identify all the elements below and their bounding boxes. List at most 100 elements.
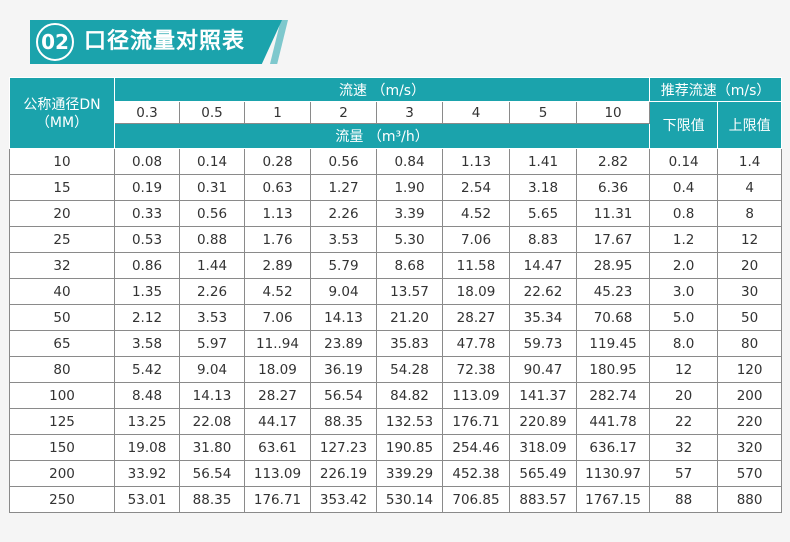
recommend-cell: 8.0 xyxy=(649,330,719,357)
flow-cell: 353.42 xyxy=(310,486,377,513)
flow-cell: 90.47 xyxy=(509,356,577,383)
flow-cell: 36.19 xyxy=(310,356,377,383)
flow-cell: 530.14 xyxy=(376,486,443,513)
recommend-cell: 22 xyxy=(649,408,719,435)
flow-cell: 28.27 xyxy=(244,382,311,409)
recommend-cell: 0.4 xyxy=(649,174,719,201)
recommend-cell: 0.8 xyxy=(649,200,719,227)
flow-cell: 0.84 xyxy=(376,148,443,175)
table-row: 15 0.19 0.31 0.63 1.27 1.90 2.54 3.18 6.36 0.4 4 xyxy=(9,174,783,201)
flow-cell: 3.53 xyxy=(310,226,377,253)
flow-cell: 441.78 xyxy=(575,408,651,435)
recommend-cell: 3.0 xyxy=(649,278,719,305)
lower-limit-header: 下限值 xyxy=(649,101,719,149)
flow-cell: 14.13 xyxy=(310,304,377,331)
flow-cell: 226.19 xyxy=(310,460,377,487)
flow-cell: 45.23 xyxy=(575,278,651,305)
speed-value: 4 xyxy=(442,101,510,124)
flow-cell: 883.57 xyxy=(509,486,577,513)
flow-cell: 35.83 xyxy=(376,330,443,357)
recommend-cell: 200 xyxy=(717,382,783,409)
dn-cell: 250 xyxy=(9,486,115,513)
recommend-cell: 2.0 xyxy=(649,252,719,279)
flow-cell: 220.89 xyxy=(509,408,577,435)
recommend-cell: 1.4 xyxy=(717,148,783,175)
dn-header-line2: （MM） xyxy=(35,115,89,131)
flow-cell: 2.89 xyxy=(244,252,311,279)
flow-cell: 18.09 xyxy=(442,278,510,305)
dn-cell: 10 xyxy=(9,148,115,175)
speed-value: 0.3 xyxy=(114,101,180,124)
flow-cell: 2.82 xyxy=(575,148,651,175)
flow-cell: 113.09 xyxy=(244,460,311,487)
flow-cell: 9.04 xyxy=(310,278,377,305)
flow-cell: 13.57 xyxy=(376,278,443,305)
flow-cell: 28.27 xyxy=(442,304,510,331)
dn-cell: 25 xyxy=(9,226,115,253)
flow-cell: 0.63 xyxy=(244,174,311,201)
dn-cell: 20 xyxy=(9,200,115,227)
flow-cell: 72.38 xyxy=(442,356,510,383)
flow-cell: 8.68 xyxy=(376,252,443,279)
table-row: 80 5.42 9.04 18.09 36.19 54.28 72.38 90.47 180.9… xyxy=(9,356,783,383)
flow-cell: 0.56 xyxy=(179,200,245,227)
flow-cell: 0.08 xyxy=(114,148,180,175)
recommend-cell: 20 xyxy=(649,382,719,409)
speed-value: 5 xyxy=(509,101,577,124)
recommend-cell: 220 xyxy=(717,408,783,435)
table-row: 125 13.25 22.08 44.17 88.35 132.53 176.71 220.8… xyxy=(9,408,783,435)
flow-cell: 56.54 xyxy=(310,382,377,409)
flow-cell: 5.30 xyxy=(376,226,443,253)
flow-cell: 0.88 xyxy=(179,226,245,253)
table-row: 250 53.01 88.35 176.71 353.42 530.14 706.85 883… xyxy=(9,486,783,513)
flow-cell: 21.20 xyxy=(376,304,443,331)
table-row: 10 0.08 0.14 0.28 0.56 0.84 1.13 1.41 2.82 0.14 1.… xyxy=(9,148,783,175)
flow-cell: 56.54 xyxy=(179,460,245,487)
flow-cell: 0.86 xyxy=(114,252,180,279)
flow-cell: 1.44 xyxy=(179,252,245,279)
table-row: 25 0.53 0.88 1.76 3.53 5.30 7.06 8.83 17.67 1.2 12 xyxy=(9,226,783,253)
section-banner: 02 口径流量对照表 xyxy=(30,20,295,64)
dn-cell: 32 xyxy=(9,252,115,279)
flow-cell: 176.71 xyxy=(244,486,311,513)
speed-value: 0.5 xyxy=(179,101,245,124)
flow-cell: 13.25 xyxy=(114,408,180,435)
dn-cell: 200 xyxy=(9,460,115,487)
flow-cell: 1.35 xyxy=(114,278,180,305)
flow-cell: 8.83 xyxy=(509,226,577,253)
speed-header: 流速 （m/s） xyxy=(113,77,651,102)
flow-cell: 0.31 xyxy=(179,174,245,201)
flow-cell: 0.19 xyxy=(114,174,180,201)
flow-cell: 452.38 xyxy=(442,460,510,487)
flow-cell: 0.53 xyxy=(114,226,180,253)
flow-cell: 2.26 xyxy=(310,200,377,227)
flow-cell: 1.13 xyxy=(442,148,510,175)
flow-cell: 318.09 xyxy=(509,434,577,461)
flow-cell: 6.36 xyxy=(575,174,651,201)
flow-cell: 19.08 xyxy=(114,434,180,461)
flow-cell: 7.06 xyxy=(442,226,510,253)
flow-cell: 28.95 xyxy=(575,252,651,279)
flow-cell: 0.28 xyxy=(244,148,311,175)
flow-cell: 254.46 xyxy=(442,434,510,461)
flow-cell: 113.09 xyxy=(442,382,510,409)
flow-cell: 59.73 xyxy=(509,330,577,357)
table-row: 100 8.48 14.13 28.27 56.54 84.82 113.09 141.37 2… xyxy=(9,382,783,409)
flow-cell: 4.52 xyxy=(442,200,510,227)
table-row: 50 2.12 3.53 7.06 14.13 21.20 28.27 35.34 70.68 5… xyxy=(9,304,783,331)
flow-header: 流量 （m³/h） xyxy=(113,123,651,149)
flow-cell: 0.56 xyxy=(310,148,377,175)
flow-cell: 5.42 xyxy=(114,356,180,383)
flow-cell: 31.80 xyxy=(179,434,245,461)
table-row: 150 19.08 31.80 63.61 127.23 190.85 254.46 318.… xyxy=(9,434,783,461)
flow-cell: 88.35 xyxy=(179,486,245,513)
flow-cell: 8.48 xyxy=(114,382,180,409)
flow-cell: 1.27 xyxy=(310,174,377,201)
flow-cell: 636.17 xyxy=(575,434,651,461)
recommend-cell: 0.14 xyxy=(649,148,719,175)
flow-cell: 565.49 xyxy=(509,460,577,487)
flow-cell: 88.35 xyxy=(310,408,377,435)
flow-cell: 3.58 xyxy=(114,330,180,357)
speed-value: 2 xyxy=(310,101,377,124)
flow-cell: 9.04 xyxy=(179,356,245,383)
